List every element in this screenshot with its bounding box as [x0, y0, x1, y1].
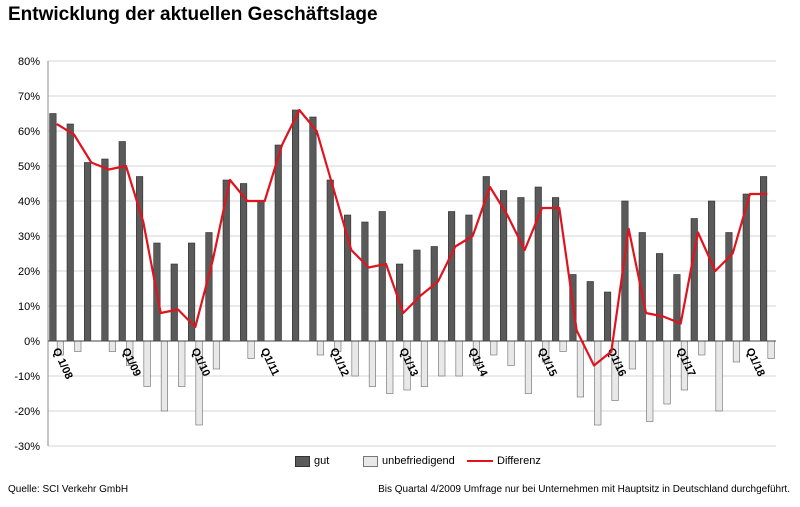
y-tick-label: 50%: [18, 161, 40, 173]
differenz-line: [56, 108, 768, 367]
bar-gut: [170, 263, 178, 342]
bar-unbefriedigend: [524, 340, 532, 394]
y-tick-label: 60%: [18, 126, 40, 138]
bar-gut: [361, 221, 369, 342]
y-tick-label: 70%: [18, 91, 40, 103]
x-tick-label: Q1/12: [327, 346, 351, 378]
bar-unbefriedigend: [646, 340, 654, 422]
bar-gut: [586, 281, 594, 342]
x-tick-label: Q1/18: [743, 346, 767, 378]
y-tick-label: -20%: [14, 406, 40, 418]
chart-bars: [49, 109, 775, 426]
y-tick-label: 40%: [18, 196, 40, 208]
bar-gut: [656, 253, 664, 342]
differenz-series-line: [56, 108, 768, 367]
bar-gut: [309, 116, 317, 342]
bar-unbefriedigend: [455, 340, 463, 377]
bar-gut: [118, 141, 126, 342]
bar-unbefriedigend: [247, 340, 255, 359]
bar-gut: [66, 123, 74, 342]
y-tick-label: 10%: [18, 301, 40, 313]
x-tick-label: Q1/09: [119, 346, 143, 378]
bar-unbefriedigend: [698, 340, 706, 356]
bar-gut: [292, 109, 300, 342]
bar-gut: [378, 211, 386, 342]
bar-gut: [448, 211, 456, 342]
page-title: Entwicklung der aktuellen Geschäftslage: [8, 4, 378, 25]
x-tick-label: Q1/13: [397, 346, 421, 378]
bar-unbefriedigend: [438, 340, 446, 377]
bar-unbefriedigend: [178, 340, 186, 387]
x-tick-label: Q1/16: [605, 346, 629, 378]
x-tick-label: Q1/10: [189, 346, 213, 378]
bar-unbefriedigend: [767, 340, 775, 359]
legend-swatch-unbefriedigend: [363, 455, 378, 467]
x-tick-label: Q1/17: [674, 346, 698, 378]
bar-gut: [760, 176, 768, 342]
y-tick-label: 0%: [24, 336, 40, 348]
x-tick-label: Q1/14: [466, 346, 490, 379]
bar-unbefriedigend: [316, 340, 324, 356]
bar-unbefriedigend: [351, 340, 359, 377]
bar-gut: [465, 214, 473, 342]
bar-gut: [430, 246, 438, 342]
bar-gut: [708, 200, 716, 342]
bar-gut: [257, 200, 265, 342]
y-tick-label: -30%: [14, 441, 40, 453]
x-tick-label: Q1/15: [535, 346, 559, 378]
bar-unbefriedigend: [663, 340, 671, 405]
bar-gut: [49, 113, 57, 342]
legend-swatch-gut: [295, 455, 310, 467]
bar-unbefriedigend: [368, 340, 376, 387]
bar-unbefriedigend: [628, 340, 636, 370]
bar-unbefriedigend: [594, 340, 602, 426]
bar-unbefriedigend: [576, 340, 584, 398]
y-tick-label: 30%: [18, 231, 40, 243]
bar-unbefriedigend: [212, 340, 220, 370]
legend-label-unbefriedigend: unbefriedigend: [382, 455, 455, 467]
legend-label-gut: gut: [314, 455, 330, 467]
footnote: Bis Quartal 4/2009 Umfrage nur bei Unter…: [378, 484, 790, 495]
bar-unbefriedigend: [143, 340, 151, 387]
y-tick-label: -10%: [14, 371, 40, 383]
y-tick-label: 80%: [18, 56, 40, 68]
bar-gut: [604, 291, 612, 342]
bar-unbefriedigend: [715, 340, 723, 412]
bar-unbefriedigend: [386, 340, 394, 394]
bar-gut: [725, 232, 733, 342]
bar-gut: [84, 162, 92, 342]
bar-gut: [274, 144, 282, 342]
x-tick-label: Q1/11: [258, 346, 281, 378]
bar-unbefriedigend: [420, 340, 428, 387]
bar-unbefriedigend: [108, 340, 116, 352]
source-note: Quelle: SCI Verkehr GmbH: [8, 484, 129, 495]
legend-label-differenz: Differenz: [497, 455, 541, 467]
bar-gut: [673, 274, 681, 342]
legend-item-gut: gut: [295, 455, 329, 467]
legend-item-differenz: Differenz: [467, 455, 541, 467]
bar-unbefriedigend: [490, 340, 498, 356]
bar-unbefriedigend: [732, 340, 740, 363]
bar-unbefriedigend: [74, 340, 82, 352]
bar-gut: [240, 183, 248, 342]
bar-gut: [552, 197, 560, 342]
bar-unbefriedigend: [507, 340, 515, 366]
bar-gut: [326, 179, 334, 342]
y-axis: 80% 70% 60% 50% 40% 30% 20% 10% 0% -10% -20% -30%: [14, 56, 49, 453]
bar-gut: [517, 197, 525, 342]
legend-item-unbefriedigend: unbefriedigend: [363, 455, 455, 467]
y-tick-label: 20%: [18, 266, 40, 278]
bar-unbefriedigend: [559, 340, 567, 352]
legend-swatch-differenz: [467, 460, 493, 463]
bar-unbefriedigend: [160, 340, 168, 412]
bar-gut: [101, 158, 109, 342]
